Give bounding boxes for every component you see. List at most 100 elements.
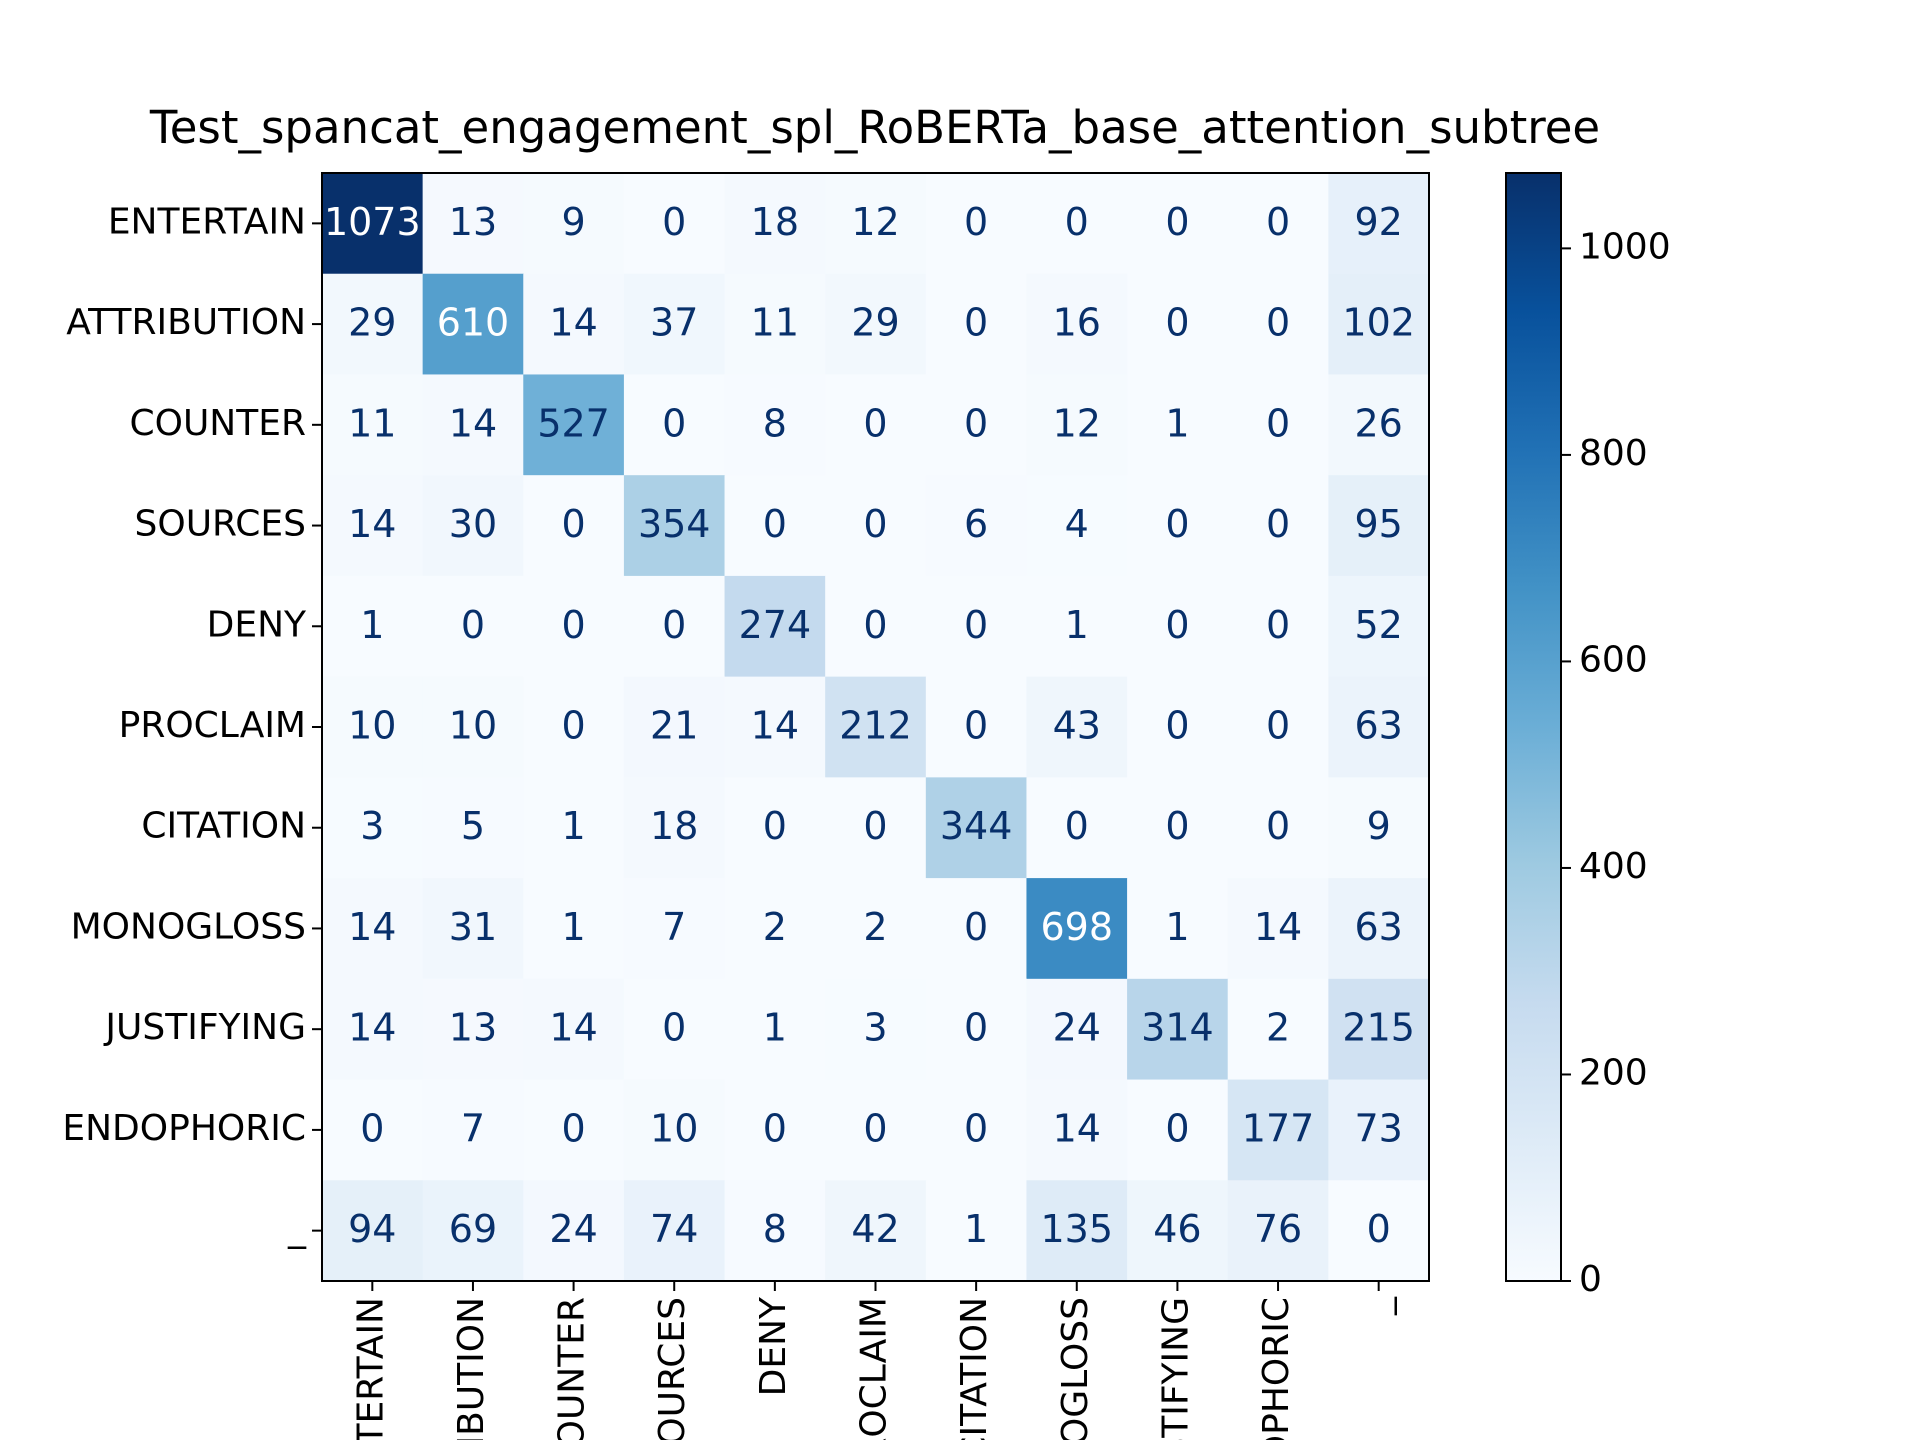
colorbar-tick-label: 0	[1579, 1259, 1602, 1300]
cell-label: 69	[449, 1207, 497, 1251]
cell-label: 1	[763, 1006, 787, 1050]
heatmap-cell	[1127, 777, 1229, 879]
cell-label: 2	[863, 905, 887, 949]
heatmap-cell	[1227, 475, 1329, 577]
heatmap-cell	[623, 273, 726, 375]
colorbar	[1505, 172, 1562, 1282]
cell-label: 14	[348, 905, 396, 949]
heatmap-cell	[523, 978, 625, 1081]
heatmap-cell	[825, 273, 927, 375]
y-tick-label: PROCLAIM	[119, 705, 306, 746]
cell-label: 63	[1355, 704, 1403, 748]
heatmap-cell	[1328, 273, 1430, 375]
heatmap-cell	[422, 676, 524, 778]
heatmap-cell	[724, 978, 826, 1081]
heatmap-cell	[1026, 878, 1128, 980]
heatmap-cell	[1328, 575, 1430, 678]
x-tick-label: PROCLAIM	[854, 1297, 895, 1440]
heatmap-cell	[925, 978, 1027, 1081]
cell-label: 0	[763, 1106, 787, 1150]
heatmap-cell	[1328, 1180, 1430, 1282]
cell-label: 13	[449, 200, 497, 244]
cell-label: 16	[1053, 301, 1101, 345]
cell-label: 14	[348, 1006, 396, 1050]
heatmap-cell	[322, 173, 424, 275]
heatmap-cell	[623, 1180, 726, 1282]
cell-label: 8	[763, 1207, 787, 1251]
heatmap-cell	[1026, 374, 1128, 476]
cell-label: 0	[1367, 1207, 1391, 1251]
cell-label: 46	[1153, 1207, 1201, 1251]
heatmap-cell	[1127, 978, 1229, 1081]
heatmap-cell	[1328, 1079, 1430, 1181]
heatmap-cell	[825, 1079, 927, 1181]
cell-label: 0	[1266, 704, 1290, 748]
cell-label: 0	[1266, 603, 1290, 647]
heatmap-cell	[724, 777, 826, 879]
heatmap-cell	[523, 878, 625, 980]
cell-label: 14	[348, 502, 396, 546]
cell-label: 73	[1355, 1106, 1403, 1150]
cell-label: 212	[839, 704, 912, 748]
heatmap-cell	[422, 978, 524, 1081]
heatmap-cell	[623, 374, 726, 476]
heatmap-cell	[925, 777, 1027, 879]
cell-label: 0	[863, 603, 887, 647]
cell-label: 1	[561, 905, 585, 949]
heatmap-cell	[623, 575, 726, 678]
heatmap-cell	[1227, 1079, 1329, 1181]
heatmap-cell	[523, 374, 625, 476]
heatmap-cell	[1127, 1180, 1229, 1282]
heatmap-cell	[1227, 978, 1329, 1081]
cell-label: 314	[1141, 1006, 1214, 1050]
heatmap-cell	[724, 475, 826, 577]
x-tick-label: _	[1357, 1296, 1398, 1316]
cell-label: 0	[1065, 200, 1089, 244]
cell-label: 527	[537, 401, 610, 445]
heatmap-cell	[623, 475, 726, 577]
heatmap-cell	[724, 878, 826, 980]
heatmap-cell	[422, 374, 524, 476]
y-tick-label: ATTRIBUTION	[66, 302, 306, 343]
heatmap-cell	[825, 173, 927, 275]
heatmap-cell	[1328, 978, 1430, 1081]
colorbar-tick-label: 400	[1579, 846, 1648, 887]
heatmap-cell	[322, 1180, 424, 1282]
cell-label: 0	[1266, 301, 1290, 345]
cell-label: 274	[739, 603, 812, 647]
heatmap-cell	[422, 173, 524, 275]
cell-label: 12	[851, 200, 899, 244]
cell-label: 0	[964, 301, 988, 345]
y-tick-label: DENY	[207, 604, 307, 645]
heatmap-cell	[322, 978, 424, 1081]
cell-label: 0	[662, 1006, 686, 1050]
heatmap-cell	[422, 777, 524, 879]
heatmap-cell	[623, 676, 726, 778]
cell-label: 18	[650, 804, 698, 848]
cell-label: 7	[662, 905, 686, 949]
cell-label: 0	[863, 401, 887, 445]
cell-label: 0	[863, 1106, 887, 1150]
x-tick-label: CITATION	[954, 1297, 995, 1440]
cell-label: 0	[561, 704, 585, 748]
heatmap-cell	[1328, 374, 1430, 476]
heatmap-cell	[623, 1079, 726, 1181]
heatmap-cell	[322, 878, 424, 980]
cell-label: 1	[360, 603, 384, 647]
x-tick-label: MONOGLOSS	[1055, 1297, 1096, 1440]
heatmap-cell	[724, 1180, 826, 1282]
cell-label: 29	[348, 301, 396, 345]
cell-label: 14	[449, 401, 497, 445]
cell-label: 18	[751, 200, 799, 244]
heatmap-cell	[1127, 575, 1229, 678]
cell-label: 1	[964, 1207, 988, 1251]
cell-label: 0	[964, 1006, 988, 1050]
heatmap-cell	[1227, 575, 1329, 678]
cell-label: 0	[1165, 1106, 1189, 1150]
cell-label: 0	[863, 804, 887, 848]
cell-label: 0	[863, 502, 887, 546]
heatmap-cell	[1227, 777, 1329, 879]
heatmap-cell	[825, 978, 927, 1081]
cell-label: 0	[964, 401, 988, 445]
cell-label: 14	[549, 1006, 597, 1050]
